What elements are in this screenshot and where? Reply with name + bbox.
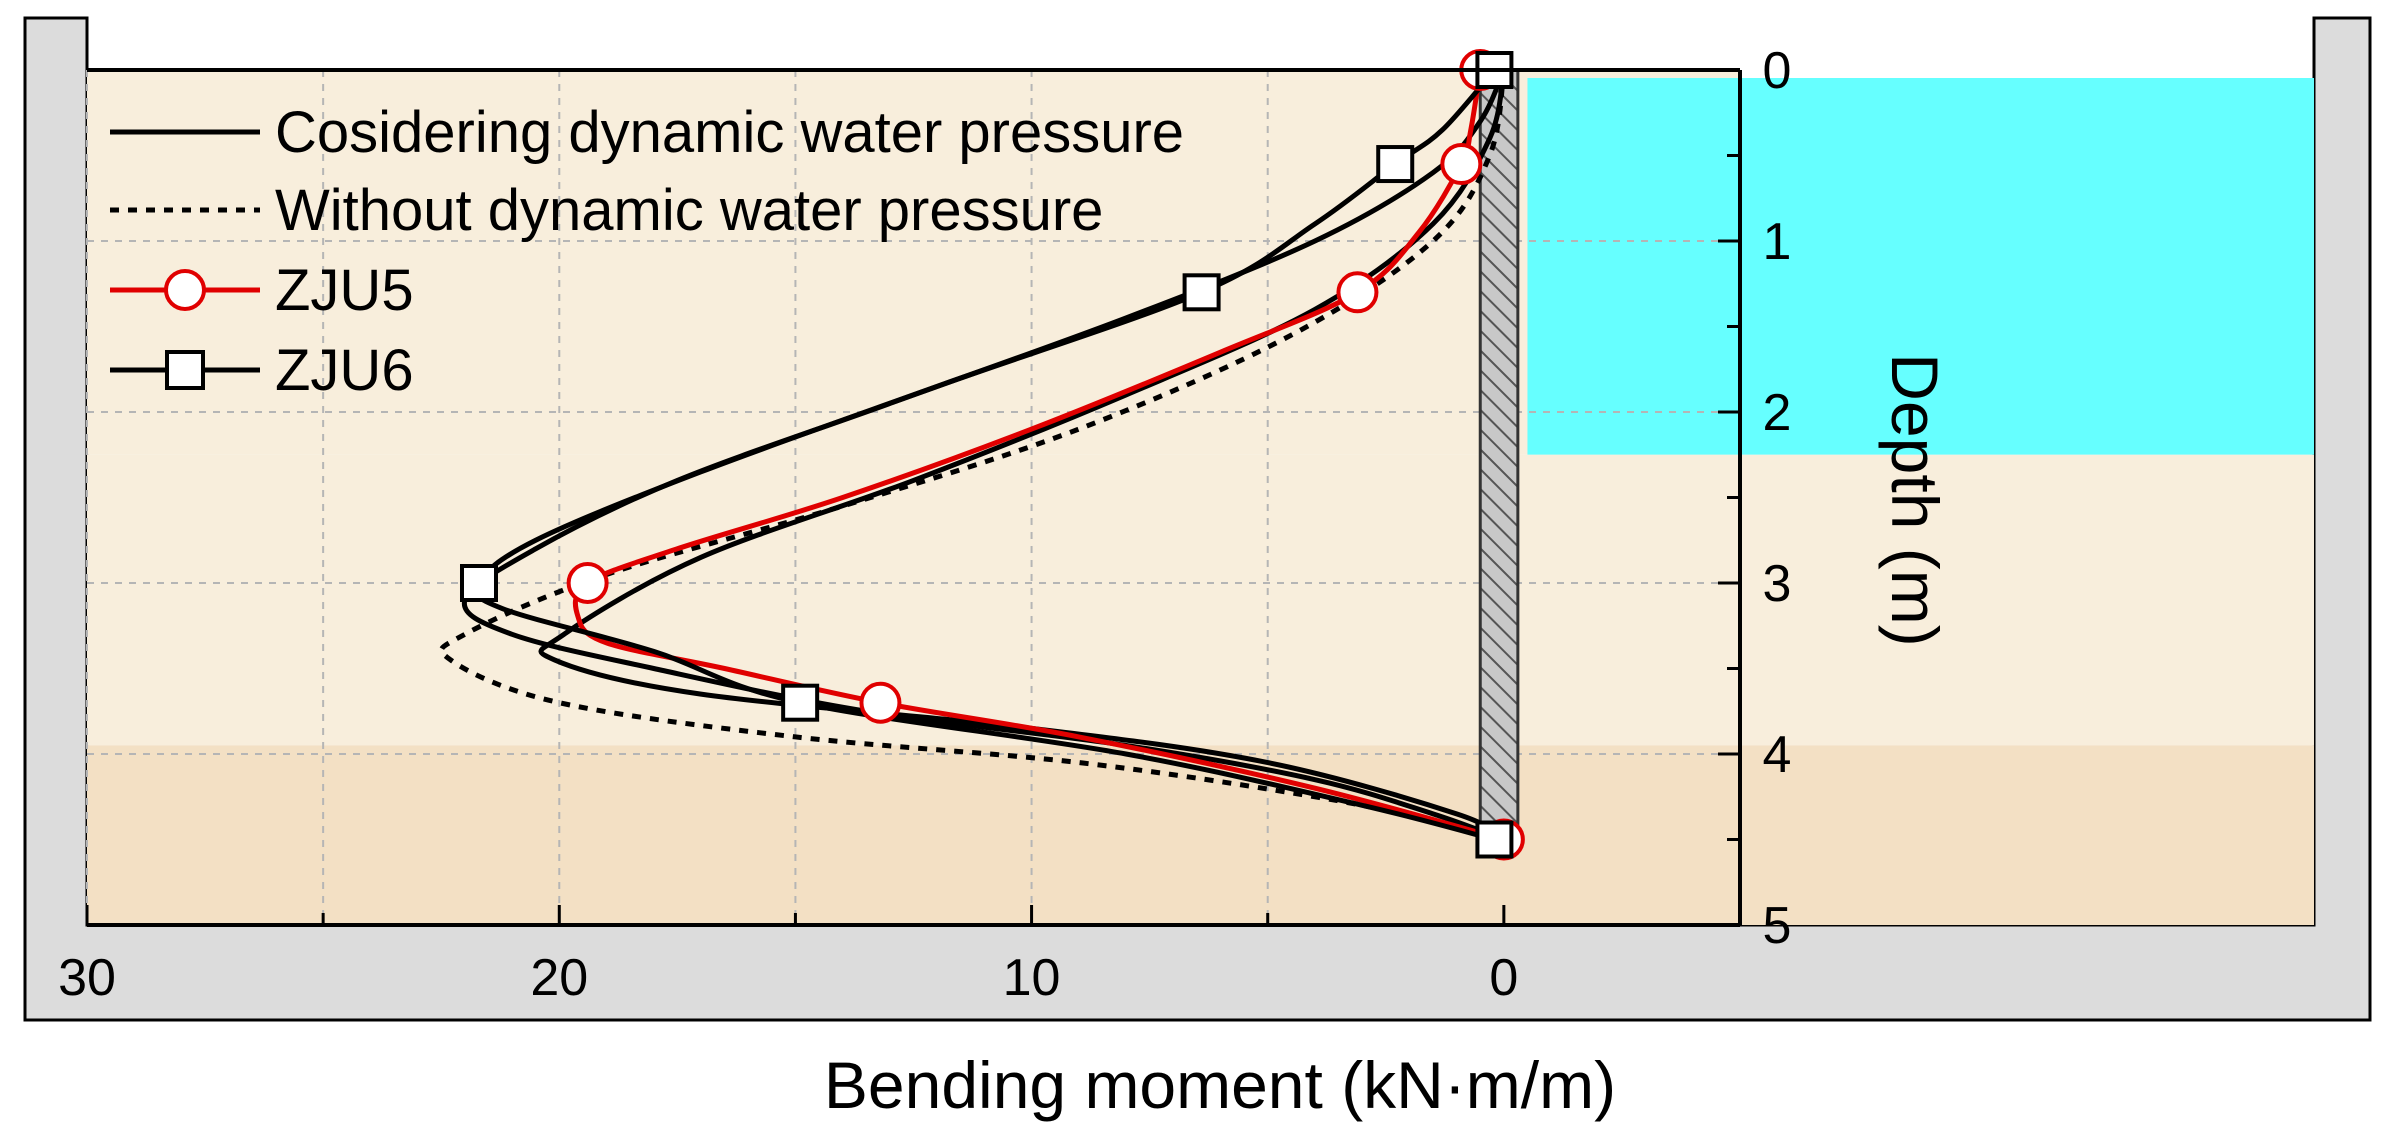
y-tick-label: 0	[1763, 42, 1792, 100]
data-point-square	[1376, 145, 1415, 184]
data-point-square	[1182, 273, 1221, 312]
ticks-group: 30 20 10 0 0 1 2 3 4 5	[58, 42, 1791, 1007]
layer-water-left	[87, 70, 1740, 455]
data-point-square	[459, 564, 498, 602]
series-line-2-0	[572, 69, 1505, 842]
y-tick-label: 3	[1763, 555, 1792, 613]
data-point-circle	[859, 681, 902, 724]
legend-item-considering: Cosidering dynamic water pressure	[110, 100, 1184, 165]
layer-lower-soil	[87, 745, 2314, 925]
legend-item-zju5: ZJU5	[110, 258, 414, 323]
x-tick-label: 0	[1489, 949, 1518, 1007]
legend-label-considering: Cosidering dynamic water pressure	[275, 100, 1184, 165]
layer-upper-soil	[87, 454, 2314, 746]
frame-right-wall	[2314, 18, 2370, 1020]
frame-base	[25, 925, 2370, 1020]
y-axis-title: Depth (m)	[1878, 353, 1952, 646]
layers-group	[87, 70, 2314, 925]
legend-item-zju6: ZJU6	[110, 338, 414, 403]
x-axis-title: Bending moment (kN·m/m)	[824, 1048, 1616, 1122]
frame-left-wall	[25, 18, 87, 1020]
x-tick-label: 20	[530, 949, 588, 1007]
y-tick-label: 1	[1763, 213, 1792, 271]
series-line-3-0	[473, 68, 1497, 842]
data-point-square	[1475, 820, 1514, 859]
x-tick-label: 10	[1003, 949, 1061, 1007]
data-point-circle	[1336, 271, 1379, 314]
y-tick-label: 2	[1763, 384, 1792, 442]
legend-label-zju6: ZJU6	[275, 338, 414, 403]
legend-marker-circle	[164, 269, 206, 311]
x-tick-label: 30	[58, 949, 116, 1007]
wall-group	[1478, 68, 1520, 841]
legend-label-zju5: ZJU5	[275, 258, 414, 323]
y-tick-label: 4	[1763, 726, 1792, 784]
legend-item-without: Without dynamic water pressure	[110, 178, 1103, 243]
data-point-square	[781, 683, 820, 722]
legend-label-without: Without dynamic water pressure	[275, 178, 1103, 243]
layer-water	[1527, 78, 2314, 455]
grid-group	[86, 70, 1740, 925]
data-point-circle	[1440, 143, 1483, 186]
y-tick-label: 5	[1763, 897, 1792, 955]
retaining-wall	[1478, 68, 1520, 841]
legend: Cosidering dynamic water pressure Withou…	[110, 100, 1184, 403]
legend-marker-square	[165, 350, 205, 390]
data-point-circle	[566, 562, 609, 604]
